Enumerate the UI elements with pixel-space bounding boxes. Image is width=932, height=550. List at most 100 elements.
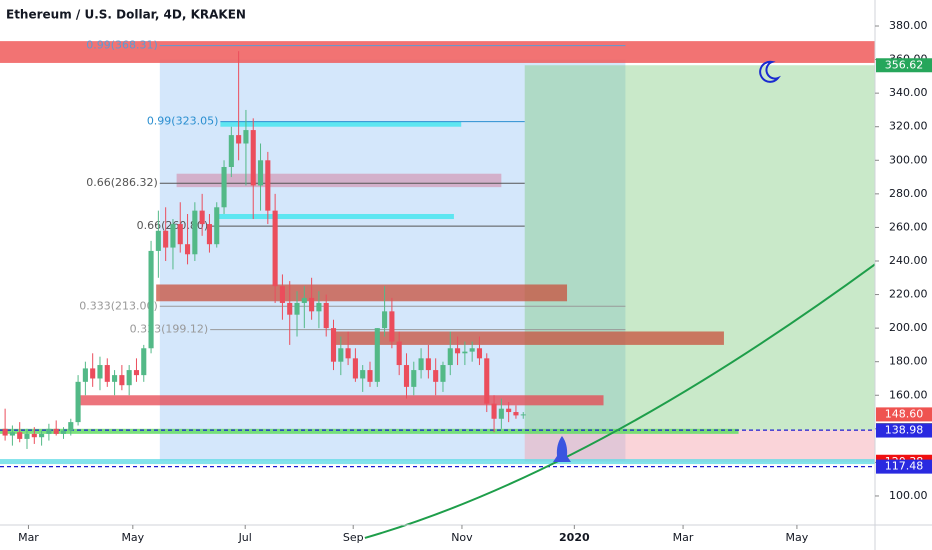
y-tick-label: 180.00 (889, 355, 928, 368)
candle-body (184, 244, 191, 255)
candle-body (60, 430, 67, 434)
price-zone (0, 428, 739, 434)
candle-body (265, 160, 271, 211)
price-zone (524, 65, 875, 431)
candle-body (243, 130, 249, 144)
moon-icon (759, 60, 781, 83)
candle-body (46, 428, 52, 434)
candle-body (39, 433, 45, 438)
plot-area: 0.99(368.31)0.99(323.05)0.66(286.32)0.66… (0, 39, 876, 539)
candle-body (476, 348, 483, 359)
price-zone (0, 459, 875, 465)
candle-body (119, 375, 125, 386)
candle-body (257, 160, 264, 186)
price-label: 117.48 (885, 460, 924, 473)
candle-body (382, 311, 388, 329)
candle-body (323, 302, 329, 329)
candle-body (228, 135, 234, 167)
candle-body (433, 370, 439, 382)
x-tick-label: Sep (343, 531, 364, 544)
fib-label: 0.333(213.00) (79, 299, 158, 312)
candle-body (250, 130, 256, 186)
candle-body (469, 348, 475, 352)
price-label-box (876, 423, 932, 438)
candle-body (360, 370, 366, 379)
candle-body (90, 368, 96, 379)
price-zone (220, 121, 462, 127)
y-tick-label: 320.00 (889, 120, 928, 133)
candle-body (148, 250, 154, 349)
candle-body (236, 135, 242, 144)
candle-body (141, 348, 147, 376)
price-label: 148.60 (885, 407, 924, 420)
candle-body (170, 224, 176, 248)
candle-body (214, 207, 220, 245)
candle-body (352, 358, 358, 379)
candle-body (221, 166, 227, 208)
candle-body (498, 408, 504, 419)
candle-body (440, 365, 446, 382)
candle-body (506, 408, 512, 413)
y-tick-label: 200.00 (889, 321, 928, 334)
candle-body (82, 368, 88, 382)
fib-label: 0.333(199.12) (130, 323, 209, 336)
candle-body (491, 403, 497, 419)
chart-title: Ethereum / U.S. Dollar, 4D, KRAKEN (6, 8, 246, 22)
candle-body (389, 311, 395, 342)
candle-body (17, 432, 23, 439)
price-label-box (876, 58, 932, 73)
candle-body (374, 328, 380, 382)
candle-body (411, 370, 417, 387)
candle-body (133, 370, 140, 376)
y-tick-label: 100.00 (889, 489, 928, 502)
candle-body (396, 341, 402, 366)
price-label: 356.62 (885, 58, 924, 71)
price-zone (156, 284, 568, 302)
x-tick-label: May (121, 531, 144, 544)
y-tick-label: 220.00 (889, 288, 928, 301)
fib-label: 0.99(368.31) (86, 39, 158, 52)
candle-body (272, 210, 278, 287)
candle-body (425, 358, 431, 371)
y-tick-label: 280.00 (889, 187, 928, 200)
candle-body (294, 302, 300, 315)
y-tick-label: 380.00 (889, 19, 928, 32)
candle-body (68, 422, 74, 431)
price-label-box (876, 459, 932, 474)
candle-body (301, 297, 307, 303)
price-zone (333, 331, 724, 345)
fib-label: 0.99(323.05) (147, 115, 219, 128)
candle-body (9, 432, 15, 436)
candle-body (112, 375, 118, 382)
price-label-box (876, 407, 932, 422)
candle-body (330, 328, 337, 362)
candle-body (199, 210, 205, 225)
fib-label: 0.66(286.32) (86, 176, 158, 189)
x-tick-label: May (786, 531, 809, 544)
candle-body (520, 414, 526, 416)
candle-body (462, 351, 468, 354)
price-label: 138.98 (885, 424, 924, 437)
x-tick-label: Mar (673, 531, 694, 544)
x-tick-label: Mar (18, 531, 39, 544)
candle-body (75, 381, 81, 423)
candle-body (403, 365, 410, 387)
price-zone (214, 213, 454, 220)
candle-body (279, 286, 285, 303)
candle-body (126, 370, 132, 386)
candle-body (455, 348, 461, 354)
candle-body (513, 412, 519, 416)
candle-body (316, 302, 322, 312)
candle-body (177, 224, 183, 245)
y-tick-label: 300.00 (889, 153, 928, 166)
candle-body (97, 365, 103, 379)
candle-body (447, 348, 453, 366)
price-zone (78, 395, 604, 406)
candle-body (338, 348, 344, 362)
candle-body (206, 224, 212, 245)
candle-body (345, 348, 351, 359)
candle-body (484, 358, 490, 404)
candle-body (287, 302, 293, 315)
